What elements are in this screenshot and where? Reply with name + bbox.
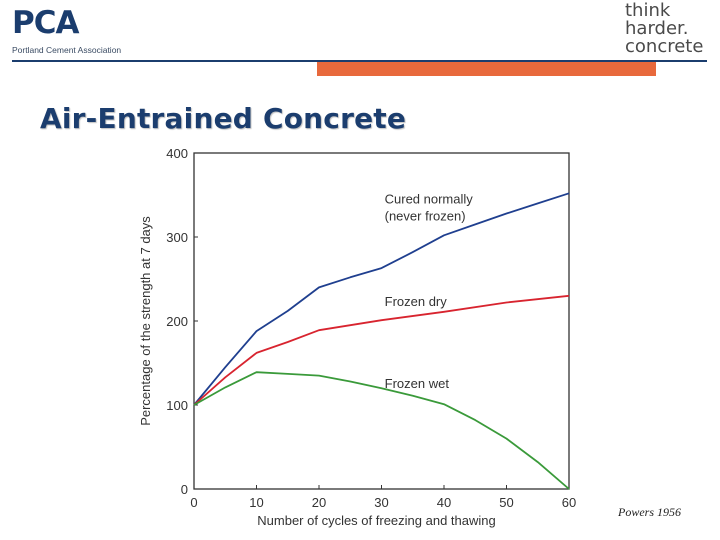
think-harder-concrete-logo: think harder. concrete — [625, 2, 710, 56]
accent-bar — [317, 62, 656, 76]
series-label: Cured normally — [385, 191, 474, 206]
series-line-cured-normally-never-frozen — [193, 192, 570, 406]
logo-line-think: think — [625, 0, 671, 21]
series-line-frozen-wet — [193, 371, 570, 490]
logo-line-concrete: concrete — [625, 36, 704, 57]
x-tick-label: 10 — [249, 495, 263, 510]
x-tick-label: 0 — [190, 495, 197, 510]
header-divider — [12, 60, 707, 62]
y-tick-label: 0 — [181, 482, 188, 497]
x-tick-label: 20 — [312, 495, 326, 510]
y-tick-label: 200 — [166, 314, 188, 329]
y-tick-label: 300 — [166, 230, 188, 245]
series-label: Frozen dry — [385, 294, 448, 309]
x-axis-label: Number of cycles of freezing and thawing — [257, 513, 495, 528]
series-line-frozen-dry — [193, 294, 570, 406]
series-label: (never frozen) — [385, 208, 466, 223]
pca-logo: PCA Portland Cement Association — [12, 6, 137, 58]
x-tick-label: 60 — [562, 495, 576, 510]
pca-logo-subtitle: Portland Cement Association — [12, 45, 122, 55]
y-tick-label: 100 — [166, 398, 188, 413]
y-axis-label: Percentage of the strength at 7 days — [138, 216, 153, 426]
series-label: Frozen wet — [385, 376, 450, 391]
x-tick-label: 30 — [374, 495, 388, 510]
logo-line-harder: harder. — [625, 18, 689, 39]
strength-chart: 0 10 20 30 40 50 60 0 100 200 300 400 Cured normall… — [138, 146, 576, 528]
source-credit: Powers 1956 — [618, 505, 681, 519]
x-tick-label: 40 — [437, 495, 451, 510]
x-tick-label: 50 — [499, 495, 513, 510]
slide-title: Air-Entrained Concrete — [40, 102, 407, 135]
y-tick-label: 400 — [166, 146, 188, 161]
pca-logo-mark: PCA — [12, 5, 79, 41]
